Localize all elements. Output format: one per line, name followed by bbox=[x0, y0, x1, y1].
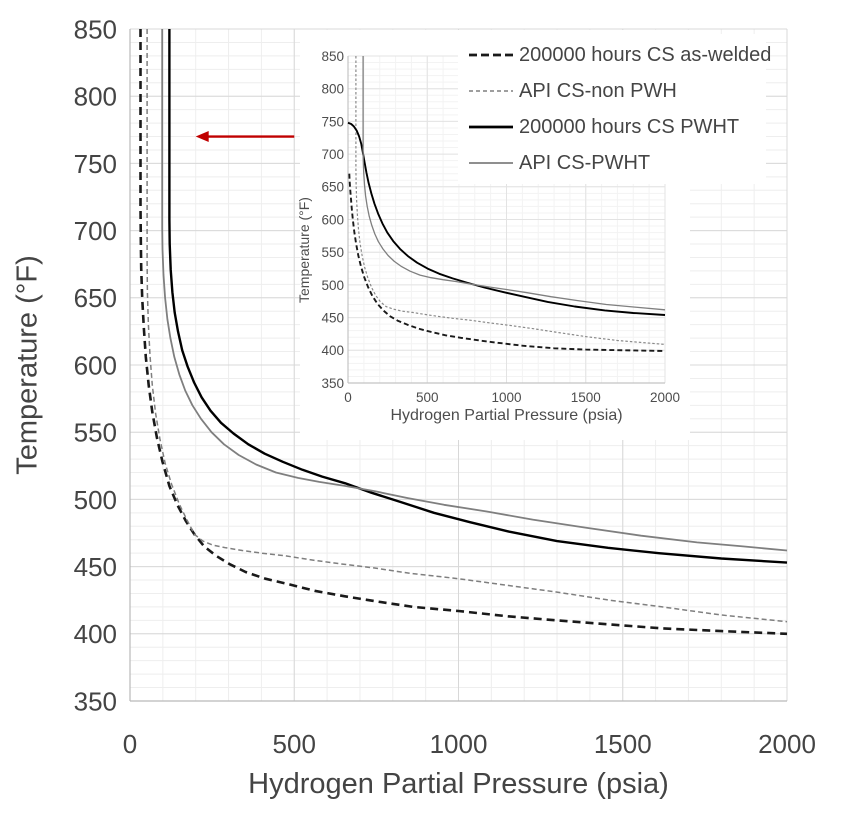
series-cs-as-welded bbox=[348, 173, 666, 352]
y-tick-label: 700 bbox=[74, 216, 117, 246]
x-tick-label: 0 bbox=[344, 390, 352, 405]
x-tick-label: 1000 bbox=[491, 390, 521, 405]
series-api-cs-non-pwh bbox=[355, 56, 666, 345]
y-tick-label: 350 bbox=[321, 376, 344, 391]
x-tick-label: 1500 bbox=[594, 729, 652, 759]
y-tick-labels: 350 400 450 500 550 600 650 700 750 800 850 bbox=[74, 14, 117, 716]
y-tick-labels: 350 400 450 500 550 600 650 700 750 800 850 bbox=[321, 49, 344, 391]
y-tick-label: 850 bbox=[321, 49, 344, 64]
series-api-cs-pwht bbox=[161, 29, 788, 552]
legend-item-api-cs-non-pwh: API CS-non PWH bbox=[458, 73, 766, 109]
x-tick-label: 0 bbox=[123, 729, 137, 759]
x-tick-label: 2000 bbox=[650, 390, 680, 405]
x-tick-label: 2000 bbox=[758, 729, 816, 759]
left-arrow-annotation bbox=[195, 131, 295, 143]
series-curves bbox=[347, 56, 666, 352]
legend-item-cs-as-welded: 200000 hours CS as-welded bbox=[458, 37, 771, 73]
solid-black-line-icon bbox=[469, 125, 513, 129]
y-tick-label: 750 bbox=[74, 149, 117, 179]
y-tick-label: 650 bbox=[74, 283, 117, 313]
y-tick-label: 800 bbox=[321, 82, 344, 97]
legend-label: API CS-PWHT bbox=[519, 151, 651, 174]
y-tick-label: 650 bbox=[321, 180, 344, 195]
y-tick-label: 350 bbox=[74, 686, 117, 716]
legend-item-cs-pwht: 200000 hours CS PWHT bbox=[458, 109, 766, 145]
y-tick-label: 400 bbox=[74, 619, 117, 649]
legend-label: 200000 hours CS as-welded bbox=[519, 43, 772, 66]
x-tick-label: 1500 bbox=[571, 390, 601, 405]
legend: 200000 hours CS as-welded API CS-non PWH… bbox=[458, 34, 771, 184]
series-curves bbox=[139, 29, 788, 636]
series-cs-pwht bbox=[347, 121, 666, 316]
x-tick-label: 1000 bbox=[430, 729, 488, 759]
solid-gray-line-icon bbox=[469, 162, 513, 164]
y-tick-label: 850 bbox=[74, 14, 117, 44]
y-tick-label: 600 bbox=[74, 350, 117, 380]
main-y-axis-title: Temperature (°F) bbox=[11, 255, 44, 475]
x-tick-label: 500 bbox=[273, 729, 316, 759]
series-cs-as-welded bbox=[139, 29, 788, 636]
legend-label: API CS-non PWH bbox=[519, 79, 677, 102]
y-tick-label: 550 bbox=[74, 418, 117, 448]
y-tick-label: 450 bbox=[74, 552, 117, 582]
y-tick-label: 700 bbox=[321, 147, 344, 162]
dashed-black-line-icon bbox=[469, 53, 513, 57]
y-tick-label: 600 bbox=[321, 212, 344, 227]
legend-item-api-cs-pwht: API CS-PWHT bbox=[458, 145, 766, 181]
y-tick-label: 500 bbox=[74, 485, 117, 515]
legend-label: 200000 hours CS PWHT bbox=[519, 115, 740, 138]
series-api-cs-pwht bbox=[362, 56, 666, 311]
dashed-gray-line-icon bbox=[469, 90, 513, 92]
y-tick-label: 500 bbox=[321, 278, 344, 293]
axis-lines bbox=[129, 29, 787, 702]
axis-lines bbox=[347, 56, 665, 384]
inset-y-axis-title: Temperature (°F) bbox=[296, 197, 312, 303]
y-tick-label: 800 bbox=[74, 82, 117, 112]
y-tick-label: 400 bbox=[321, 343, 344, 358]
series-api-cs-non-pwh bbox=[146, 29, 788, 623]
inset-x-axis-title: Hydrogen Partial Pressure (psia) bbox=[390, 407, 623, 424]
y-tick-label: 550 bbox=[321, 245, 344, 260]
y-tick-label: 450 bbox=[321, 310, 344, 325]
main-x-axis-title: Hydrogen Partial Pressure (psia) bbox=[248, 768, 669, 800]
x-tick-label: 500 bbox=[416, 390, 439, 405]
x-tick-labels: 0 500 1000 1500 2000 bbox=[123, 729, 816, 759]
x-tick-labels: 0 500 1000 1500 2000 bbox=[344, 390, 680, 405]
y-tick-label: 750 bbox=[321, 114, 344, 129]
series-cs-pwht bbox=[168, 29, 788, 564]
